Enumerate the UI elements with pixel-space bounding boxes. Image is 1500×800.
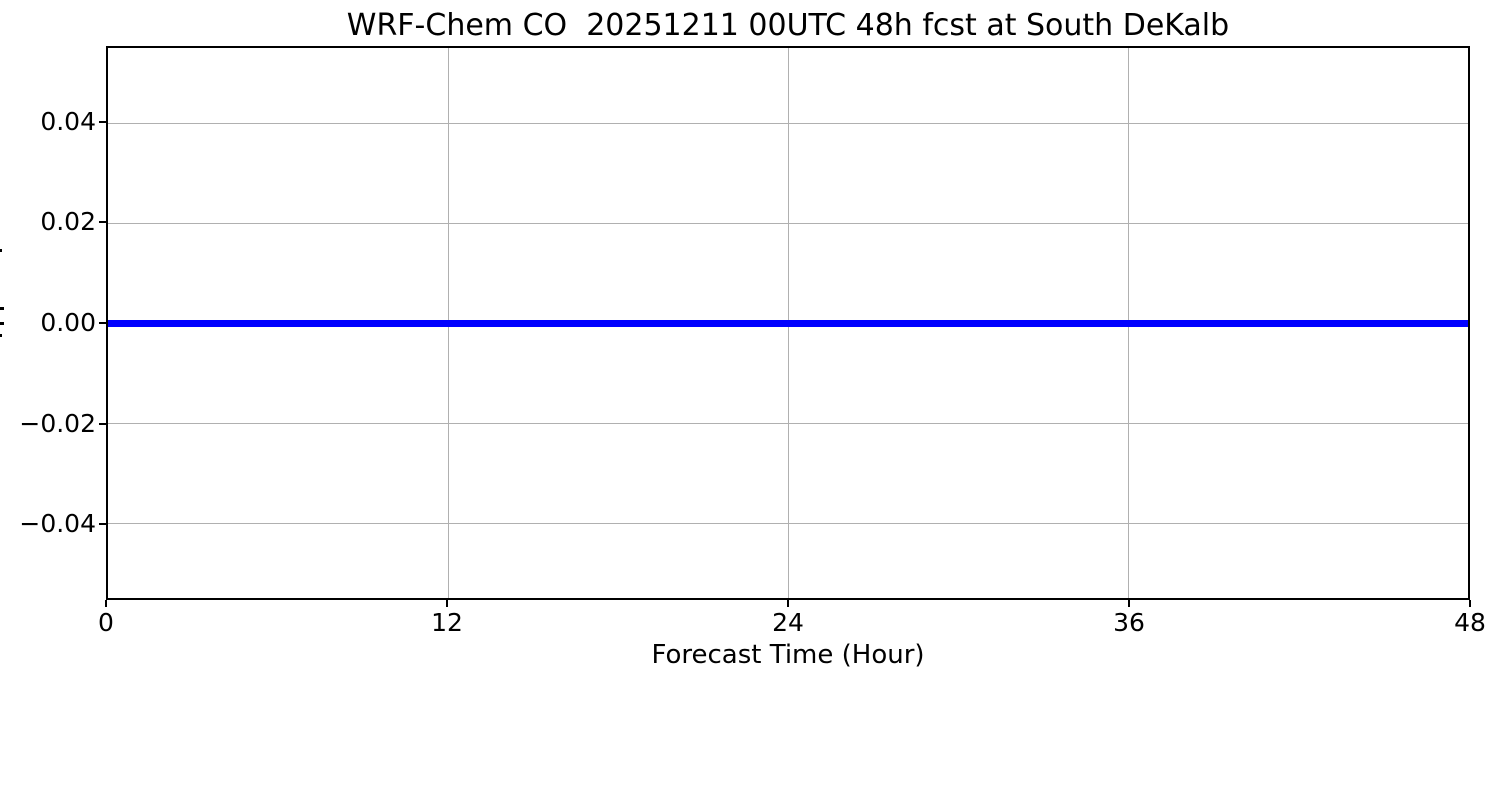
x-tick-mark bbox=[105, 600, 107, 607]
y-tick-mark bbox=[99, 422, 106, 425]
x-tick-mark bbox=[1128, 600, 1130, 607]
y-axis-label-fragment bbox=[0, 307, 4, 310]
y-axis-label-fragment bbox=[0, 334, 2, 337]
y-axis-label-fragment bbox=[0, 249, 2, 252]
y-tick-mark bbox=[99, 120, 106, 123]
y-tick-mark bbox=[99, 221, 106, 224]
y-tick-label: 0.00 bbox=[40, 308, 96, 337]
y-tick-mark bbox=[99, 523, 106, 526]
x-tick-label: 24 bbox=[772, 608, 804, 637]
x-tick-label: 0 bbox=[98, 608, 114, 637]
co-forecast-line bbox=[108, 319, 1468, 327]
x-tick-mark bbox=[787, 600, 789, 607]
x-tick-mark bbox=[1469, 600, 1471, 607]
y-axis-label-fragment bbox=[0, 322, 4, 325]
x-tick-label: 12 bbox=[431, 608, 463, 637]
y-tick-label: 0.02 bbox=[40, 207, 96, 237]
y-tick-label: −0.04 bbox=[19, 509, 96, 539]
y-tick-label: −0.02 bbox=[19, 408, 96, 438]
chart-title: WRF-Chem CO 20251211 00UTC 48h fcst at S… bbox=[346, 8, 1230, 43]
x-tick-label: 36 bbox=[1113, 608, 1145, 637]
plot-area bbox=[106, 46, 1470, 600]
y-tick-mark bbox=[99, 322, 106, 324]
x-tick-label: 48 bbox=[1454, 608, 1486, 637]
x-tick-mark bbox=[446, 600, 448, 607]
y-tick-label: 0.04 bbox=[40, 106, 96, 136]
x-axis-label: Forecast Time (Hour) bbox=[651, 640, 925, 670]
